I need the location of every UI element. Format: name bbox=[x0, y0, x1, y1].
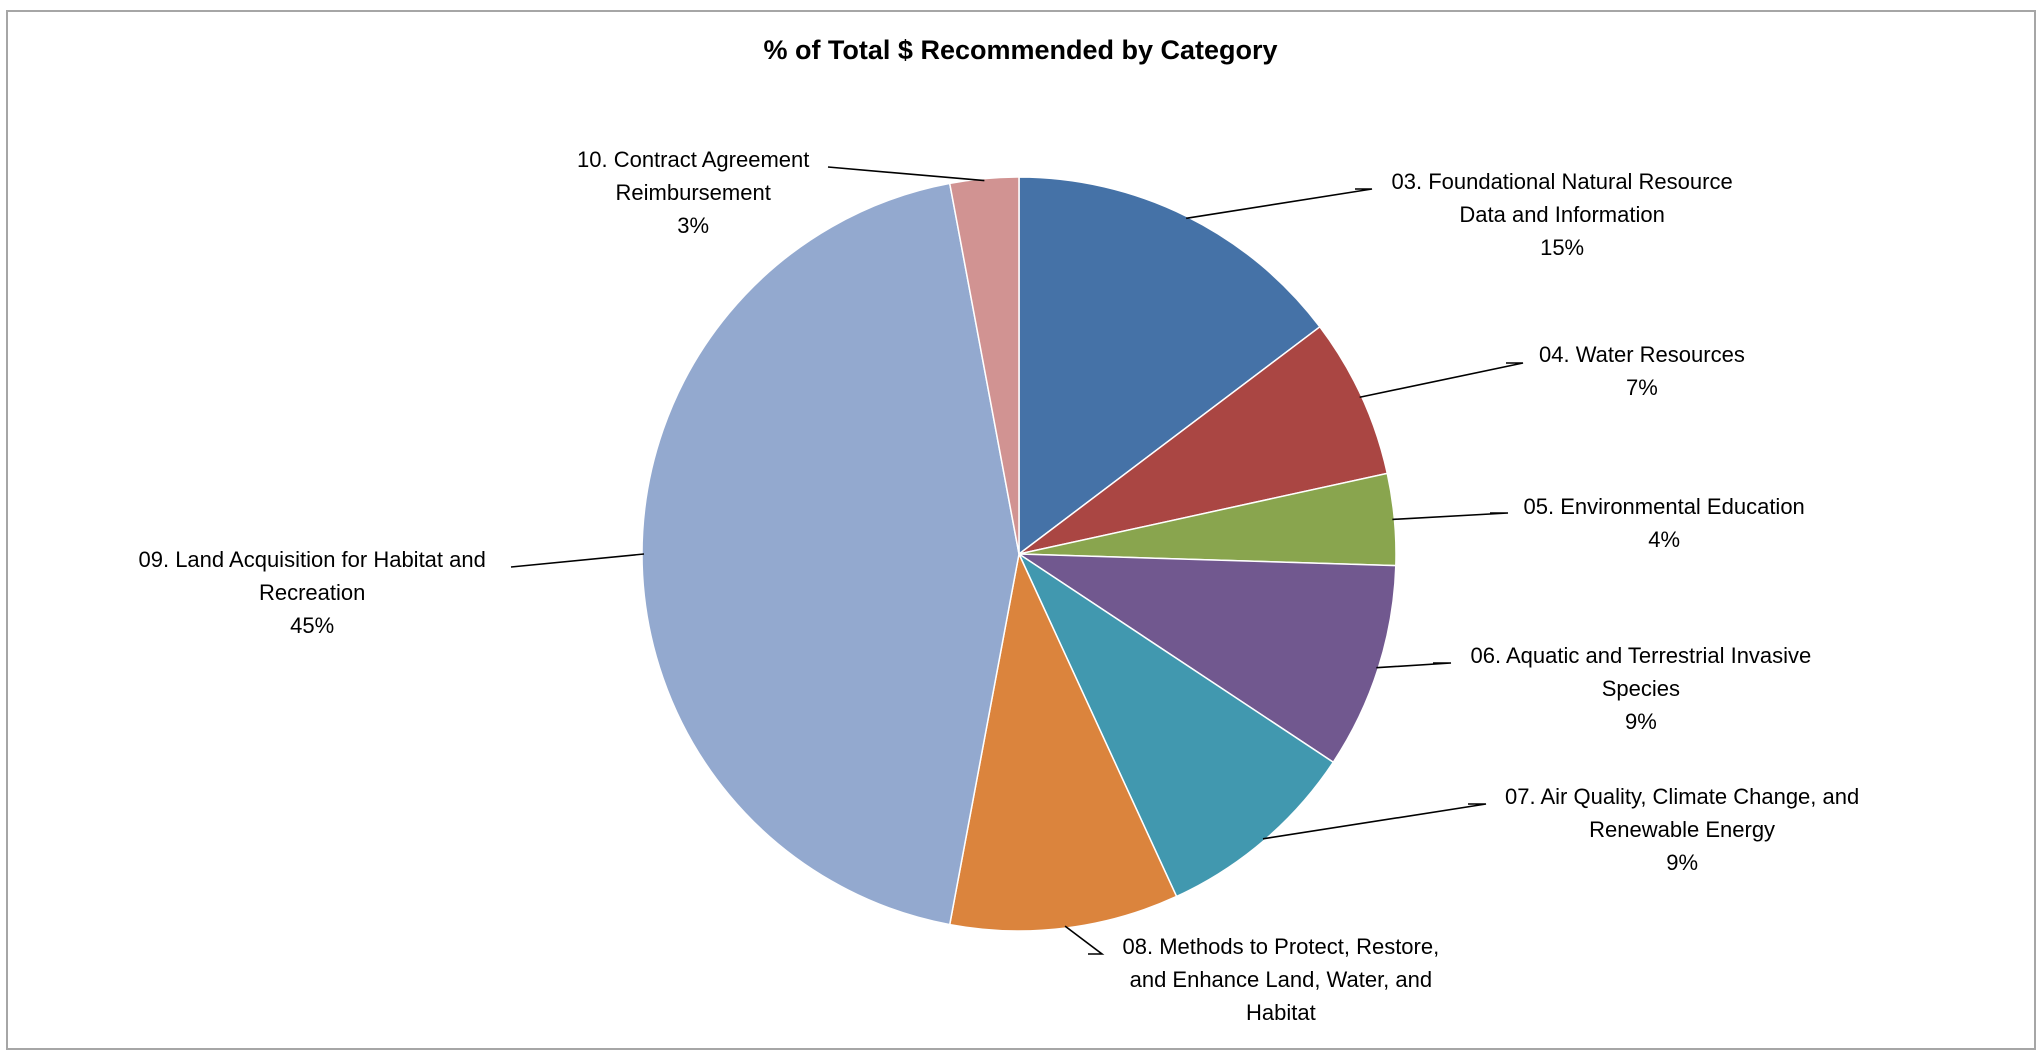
slice-label-line: 10. Contract Agreement bbox=[577, 147, 810, 172]
slice-label-8: 10. Contract Agreement Reimbursement 3% bbox=[577, 143, 809, 242]
leader-line-8 bbox=[827, 166, 985, 182]
leader-line-3 bbox=[1392, 512, 1509, 521]
slice-label-line: Data and Information bbox=[1459, 202, 1665, 227]
pie-slice-1 bbox=[1018, 176, 1321, 556]
slice-label-line: and Enhance Land, Water, and bbox=[1129, 967, 1433, 992]
leader-lines bbox=[510, 166, 1524, 955]
slice-label-5: 07. Air Quality, Climate Change, and Rene… bbox=[1505, 780, 1859, 879]
pie-slices bbox=[641, 176, 1397, 932]
slice-label-2: 04. Water Resources 7% bbox=[1539, 338, 1745, 404]
pie-slice-6 bbox=[948, 551, 1178, 932]
slice-percent-label: 4% bbox=[1648, 527, 1681, 552]
slice-percent-label: 15% bbox=[1540, 235, 1585, 260]
leader-line-2 bbox=[1359, 362, 1524, 399]
slice-label-line: Species bbox=[1601, 676, 1681, 701]
leader-line-4 bbox=[1376, 662, 1452, 669]
slice-percent-label: 9% bbox=[1666, 850, 1699, 875]
slice-label-line: 03. Foundational Natural Resource bbox=[1391, 169, 1733, 194]
slice-label-6: 08. Methods to Protect, Restore, and Enha… bbox=[1123, 930, 1440, 1029]
slice-label-line: Reimbursement bbox=[615, 180, 771, 205]
pie-slice-8 bbox=[948, 176, 1020, 555]
slice-percent-label: 7% bbox=[1626, 375, 1658, 400]
pie-chart bbox=[510, 166, 1524, 955]
slice-label-line: 06. Aquatic and Terrestrial Invasive bbox=[1470, 643, 1812, 668]
pie-slice-5 bbox=[1017, 551, 1335, 898]
slice-percent-label: 3% bbox=[677, 213, 710, 238]
slice-label-line: Renewable Energy bbox=[1589, 817, 1776, 842]
slice-label-line: Habitat bbox=[1246, 1000, 1316, 1025]
leader-line-5 bbox=[1262, 803, 1487, 840]
slice-percent-label: 45% bbox=[290, 613, 335, 638]
slice-label-4: 06. Aquatic and Terrestrial Invasive Spec… bbox=[1471, 639, 1812, 738]
pie-slice-7 bbox=[641, 182, 1020, 926]
leader-line-6 bbox=[1064, 925, 1105, 955]
leader-line-7 bbox=[510, 553, 645, 568]
slice-label-line: 07. Air Quality, Climate Change, and bbox=[1505, 784, 1860, 809]
slice-label-line: 09. Land Acquisition for Habitat and bbox=[138, 547, 486, 572]
slice-label-3: 05. Environmental Education 4% bbox=[1524, 490, 1805, 556]
chart-title: % of Total $ Recommended by Category bbox=[763, 35, 1278, 65]
slice-label-line: 08. Methods to Protect, Restore, bbox=[1122, 934, 1440, 959]
slice-label-7: 09. Land Acquisition for Habitat and Recr… bbox=[139, 543, 486, 642]
slice-label-line: Recreation bbox=[258, 580, 366, 605]
slice-label-line: 04. Water Resources bbox=[1539, 342, 1745, 367]
slice-percent-label: 9% bbox=[1625, 709, 1657, 734]
slice-label-1: 03. Foundational Natural Resource Data an… bbox=[1392, 165, 1733, 264]
slice-label-line: 05. Environmental Education bbox=[1523, 494, 1805, 519]
leader-line-1 bbox=[1186, 188, 1373, 220]
